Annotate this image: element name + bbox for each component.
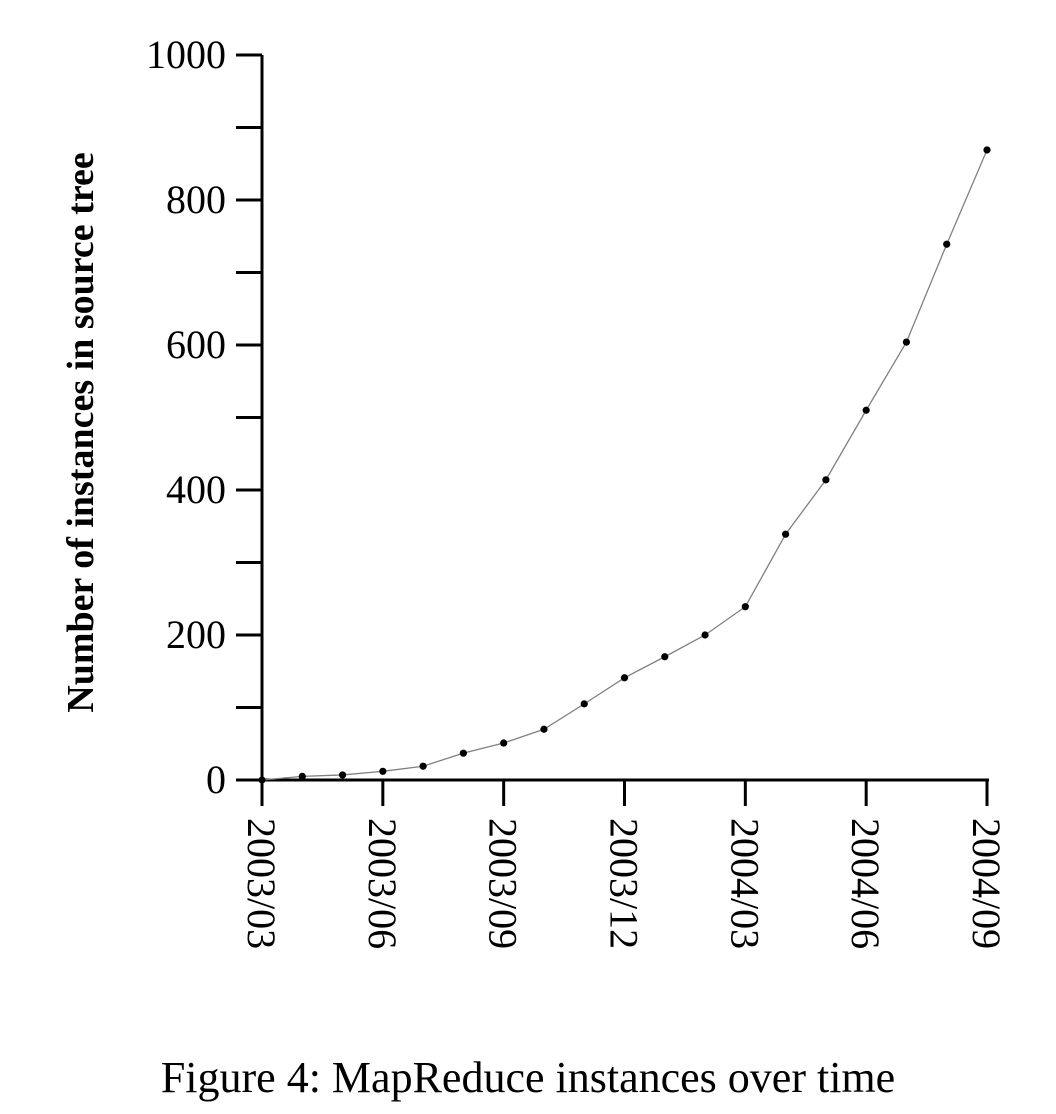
data-point: [338, 771, 347, 779]
data-point: [540, 725, 548, 733]
data-point: [419, 762, 427, 770]
figure-caption: Figure 4: MapReduce instances over time: [160, 1053, 896, 1102]
x-tick-label: 2004/06: [843, 818, 888, 949]
y-tick-label: 1000: [146, 32, 226, 77]
data-point: [701, 631, 709, 639]
data-point: [459, 749, 467, 757]
y-tick-label: 400: [166, 467, 226, 512]
x-tick-label: 2004/09: [964, 818, 1009, 949]
y-axis-title: Number of instances in source tree: [60, 152, 102, 712]
data-point: [943, 240, 951, 248]
data-point: [661, 653, 669, 661]
data-point: [620, 674, 629, 682]
y-tick-label: 800: [166, 177, 226, 222]
series-line: [261, 149, 988, 781]
x-tick-label: 2003/03: [239, 818, 284, 949]
data-point: [580, 700, 588, 708]
x-tick-label: 2004/03: [722, 818, 767, 949]
x-tick-label: 2003/12: [602, 818, 647, 949]
data-point: [379, 767, 387, 775]
y-tick-label: 0: [206, 757, 226, 802]
data-point: [298, 772, 306, 780]
y-tick-label: 200: [166, 612, 226, 657]
data-point: [500, 739, 508, 747]
data-point: [258, 776, 266, 784]
y-tick-label: 600: [166, 322, 226, 367]
data-point: [822, 476, 830, 484]
x-tick-label: 2003/06: [360, 818, 405, 949]
data-point: [862, 406, 870, 414]
data-point: [782, 530, 790, 538]
data-point: [983, 146, 991, 154]
data-point: [902, 338, 911, 346]
x-tick-label: 2003/09: [481, 818, 526, 949]
data-point: [741, 603, 749, 611]
